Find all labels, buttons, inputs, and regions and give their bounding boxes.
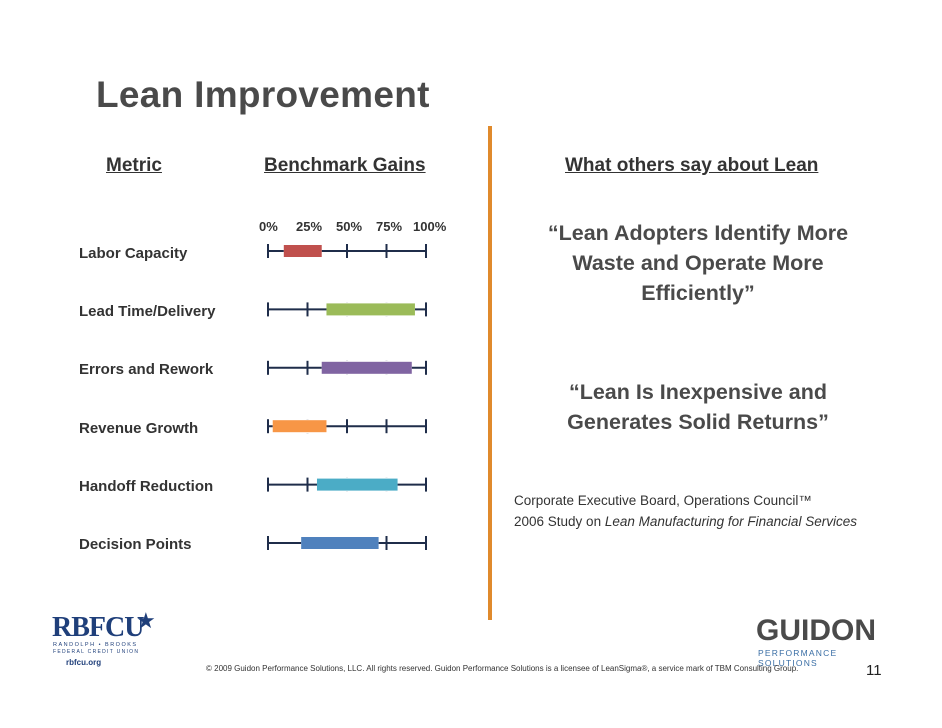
guidon-logo: GUIDON PERFORMANCE SOLUTIONS bbox=[756, 614, 886, 668]
quote1-line1: “Lean Adopters Identify More bbox=[547, 221, 849, 245]
metric-header: Metric bbox=[106, 155, 162, 176]
quote2-line1: “Lean Is Inexpensive and bbox=[568, 380, 828, 404]
range-bar-handoff-reduction bbox=[316, 478, 398, 491]
citation-line2: 2006 Study on Lean Manufacturing for Fin… bbox=[514, 514, 857, 529]
quote1-line3: Efficiently” bbox=[641, 281, 755, 305]
range-bar-revenue-growth bbox=[272, 420, 327, 433]
quote-lean-inexpensive: “Lean Is Inexpensive and Generates Solid… bbox=[514, 377, 882, 437]
quote1-line2: Waste and Operate More bbox=[572, 251, 824, 275]
scale-label-75: 75% bbox=[376, 219, 403, 234]
rbfcu-url: rbfcu.org bbox=[66, 658, 102, 667]
guidon-wordmark: GUIDON bbox=[756, 614, 876, 647]
scale-label-100: 100% bbox=[413, 219, 447, 234]
star-icon: ★ bbox=[136, 608, 156, 633]
citation-study-title: Lean Manufacturing for Financial Service… bbox=[604, 514, 857, 529]
column-divider bbox=[488, 126, 492, 620]
metric-label-handoff: Handoff Reduction bbox=[79, 478, 214, 495]
metric-label-lead-time: Lead Time/Delivery bbox=[79, 303, 216, 320]
range-bar-lead-time-delivery bbox=[326, 303, 415, 316]
page-number: 11 bbox=[866, 662, 882, 679]
rbfcu-logo: RBFCU ★ RANDOLPH • BROOKS FEDERAL CREDIT… bbox=[52, 608, 162, 672]
copyright-footer: © 2009 Guidon Performance Solutions, LLC… bbox=[206, 664, 799, 673]
rbfcu-subline1: RANDOLPH • BROOKS bbox=[53, 642, 138, 648]
range-bar-errors-and-rework bbox=[321, 361, 412, 374]
rbfcu-subline2: FEDERAL CREDIT UNION bbox=[53, 649, 140, 655]
quote-lean-adopters: “Lean Adopters Identify More Waste and O… bbox=[514, 218, 882, 308]
scale-label-0: 0% bbox=[259, 219, 278, 234]
range-bar-labor-capacity bbox=[283, 245, 322, 257]
slide-title: Lean Improvement bbox=[96, 74, 430, 115]
rbfcu-wordmark: RBFCU bbox=[52, 612, 144, 643]
range-bar-decision-points bbox=[301, 537, 379, 549]
quote2-line2: Generates Solid Returns” bbox=[567, 410, 829, 434]
benchmark-header: Benchmark Gains bbox=[264, 155, 426, 176]
metric-label-errors: Errors and Rework bbox=[79, 361, 214, 378]
metric-label-decision: Decision Points bbox=[79, 536, 192, 553]
metric-label-revenue: Revenue Growth bbox=[79, 420, 199, 437]
scale-label-25: 25% bbox=[296, 219, 323, 234]
guidon-tagline: PERFORMANCE SOLUTIONS bbox=[758, 648, 838, 668]
citation-line1: Corporate Executive Board, Operations Co… bbox=[514, 493, 812, 508]
metric-label-labor-capacity: Labor Capacity bbox=[79, 245, 188, 262]
others-header: What others say about Lean bbox=[565, 155, 819, 176]
citation-prefix: 2006 Study on bbox=[514, 514, 605, 529]
scale-label-50: 50% bbox=[336, 219, 363, 234]
